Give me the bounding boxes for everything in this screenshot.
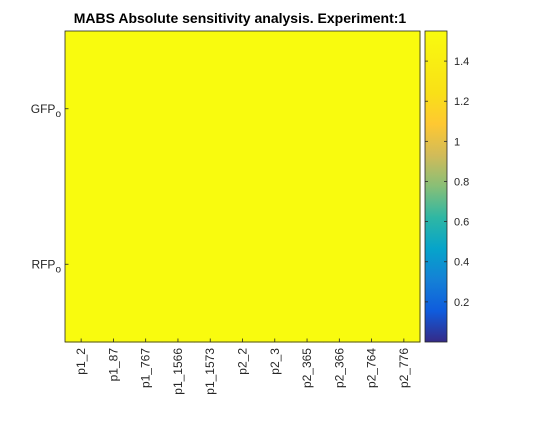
colorbar: 0.2 0.4 0.6 0.8 1 1.2 1.4 bbox=[424, 30, 469, 343]
heatmap-cell bbox=[161, 186, 195, 343]
colorbar-tick-label: 1 bbox=[454, 136, 460, 148]
heatmap-cell bbox=[226, 186, 260, 343]
heatmap-cell bbox=[65, 186, 98, 343]
colorbar-tick-label: 0.6 bbox=[454, 217, 469, 229]
x-tick-label: p2_365 bbox=[300, 348, 314, 388]
heatmap-cell bbox=[258, 31, 292, 188]
y-tick-label: RFPo bbox=[31, 257, 61, 275]
colorbar-gradient bbox=[425, 31, 447, 342]
x-tick-label: p2_764 bbox=[365, 348, 379, 388]
heatmap-cell bbox=[387, 186, 421, 343]
x-tick-label: p1_2 bbox=[74, 348, 88, 375]
heatmap-cell bbox=[290, 186, 324, 343]
x-tick-label: p2_366 bbox=[332, 348, 346, 388]
colorbar-tick-label: 0.4 bbox=[454, 257, 469, 269]
x-tick-label: p1_87 bbox=[106, 348, 120, 382]
heatmap-cell bbox=[194, 31, 227, 188]
heatmap-cell bbox=[65, 31, 98, 188]
heatmap-cell bbox=[355, 186, 389, 343]
heatmap-cell bbox=[129, 186, 163, 343]
heatmap-cell bbox=[129, 31, 163, 188]
colorbar-tick-label: 1.4 bbox=[454, 56, 469, 68]
heatmap-cell bbox=[323, 186, 357, 343]
colorbar-frame bbox=[424, 30, 448, 343]
heatmap-cells bbox=[65, 31, 421, 343]
heatmap-cell bbox=[226, 31, 260, 188]
x-tick-label: p1_1573 bbox=[203, 348, 217, 395]
heatmap-cell bbox=[323, 31, 357, 188]
x-tick-label: p1_767 bbox=[139, 348, 153, 388]
x-tick-label: p2_2 bbox=[236, 348, 250, 375]
chart-title: MABS Absolute sensitivity analysis. Expe… bbox=[74, 10, 407, 26]
x-tick-label: p2_3 bbox=[268, 348, 282, 375]
heatmap-cell bbox=[258, 186, 292, 343]
heatmap-cell bbox=[290, 31, 324, 188]
y-tick-label: GFPo bbox=[31, 102, 62, 120]
heatmap-cell bbox=[97, 186, 131, 343]
colorbar-tick-label: 1.2 bbox=[454, 96, 469, 108]
x-tick-label: p1_1566 bbox=[171, 348, 185, 395]
heatmap-cell bbox=[194, 186, 227, 343]
y-axis-ticks: GFPo RFPo bbox=[31, 102, 69, 275]
colorbar-ticks: 0.2 0.4 0.6 0.8 1 1.2 1.4 bbox=[425, 56, 469, 309]
heatmap-cell bbox=[355, 31, 389, 188]
colorbar-tick-label: 0.8 bbox=[454, 176, 469, 188]
x-tick-label: p2_776 bbox=[397, 348, 411, 388]
heatmap-cell bbox=[97, 31, 131, 188]
heatmap-cell bbox=[387, 31, 421, 188]
x-axis-ticks: p1_2 p1_87 p1_767 p1_1566 p1_1573 p2_2 p2_3 p2_… bbox=[74, 338, 411, 395]
heatmap-cell bbox=[161, 31, 195, 188]
colorbar-tick-label: 0.2 bbox=[454, 297, 469, 309]
